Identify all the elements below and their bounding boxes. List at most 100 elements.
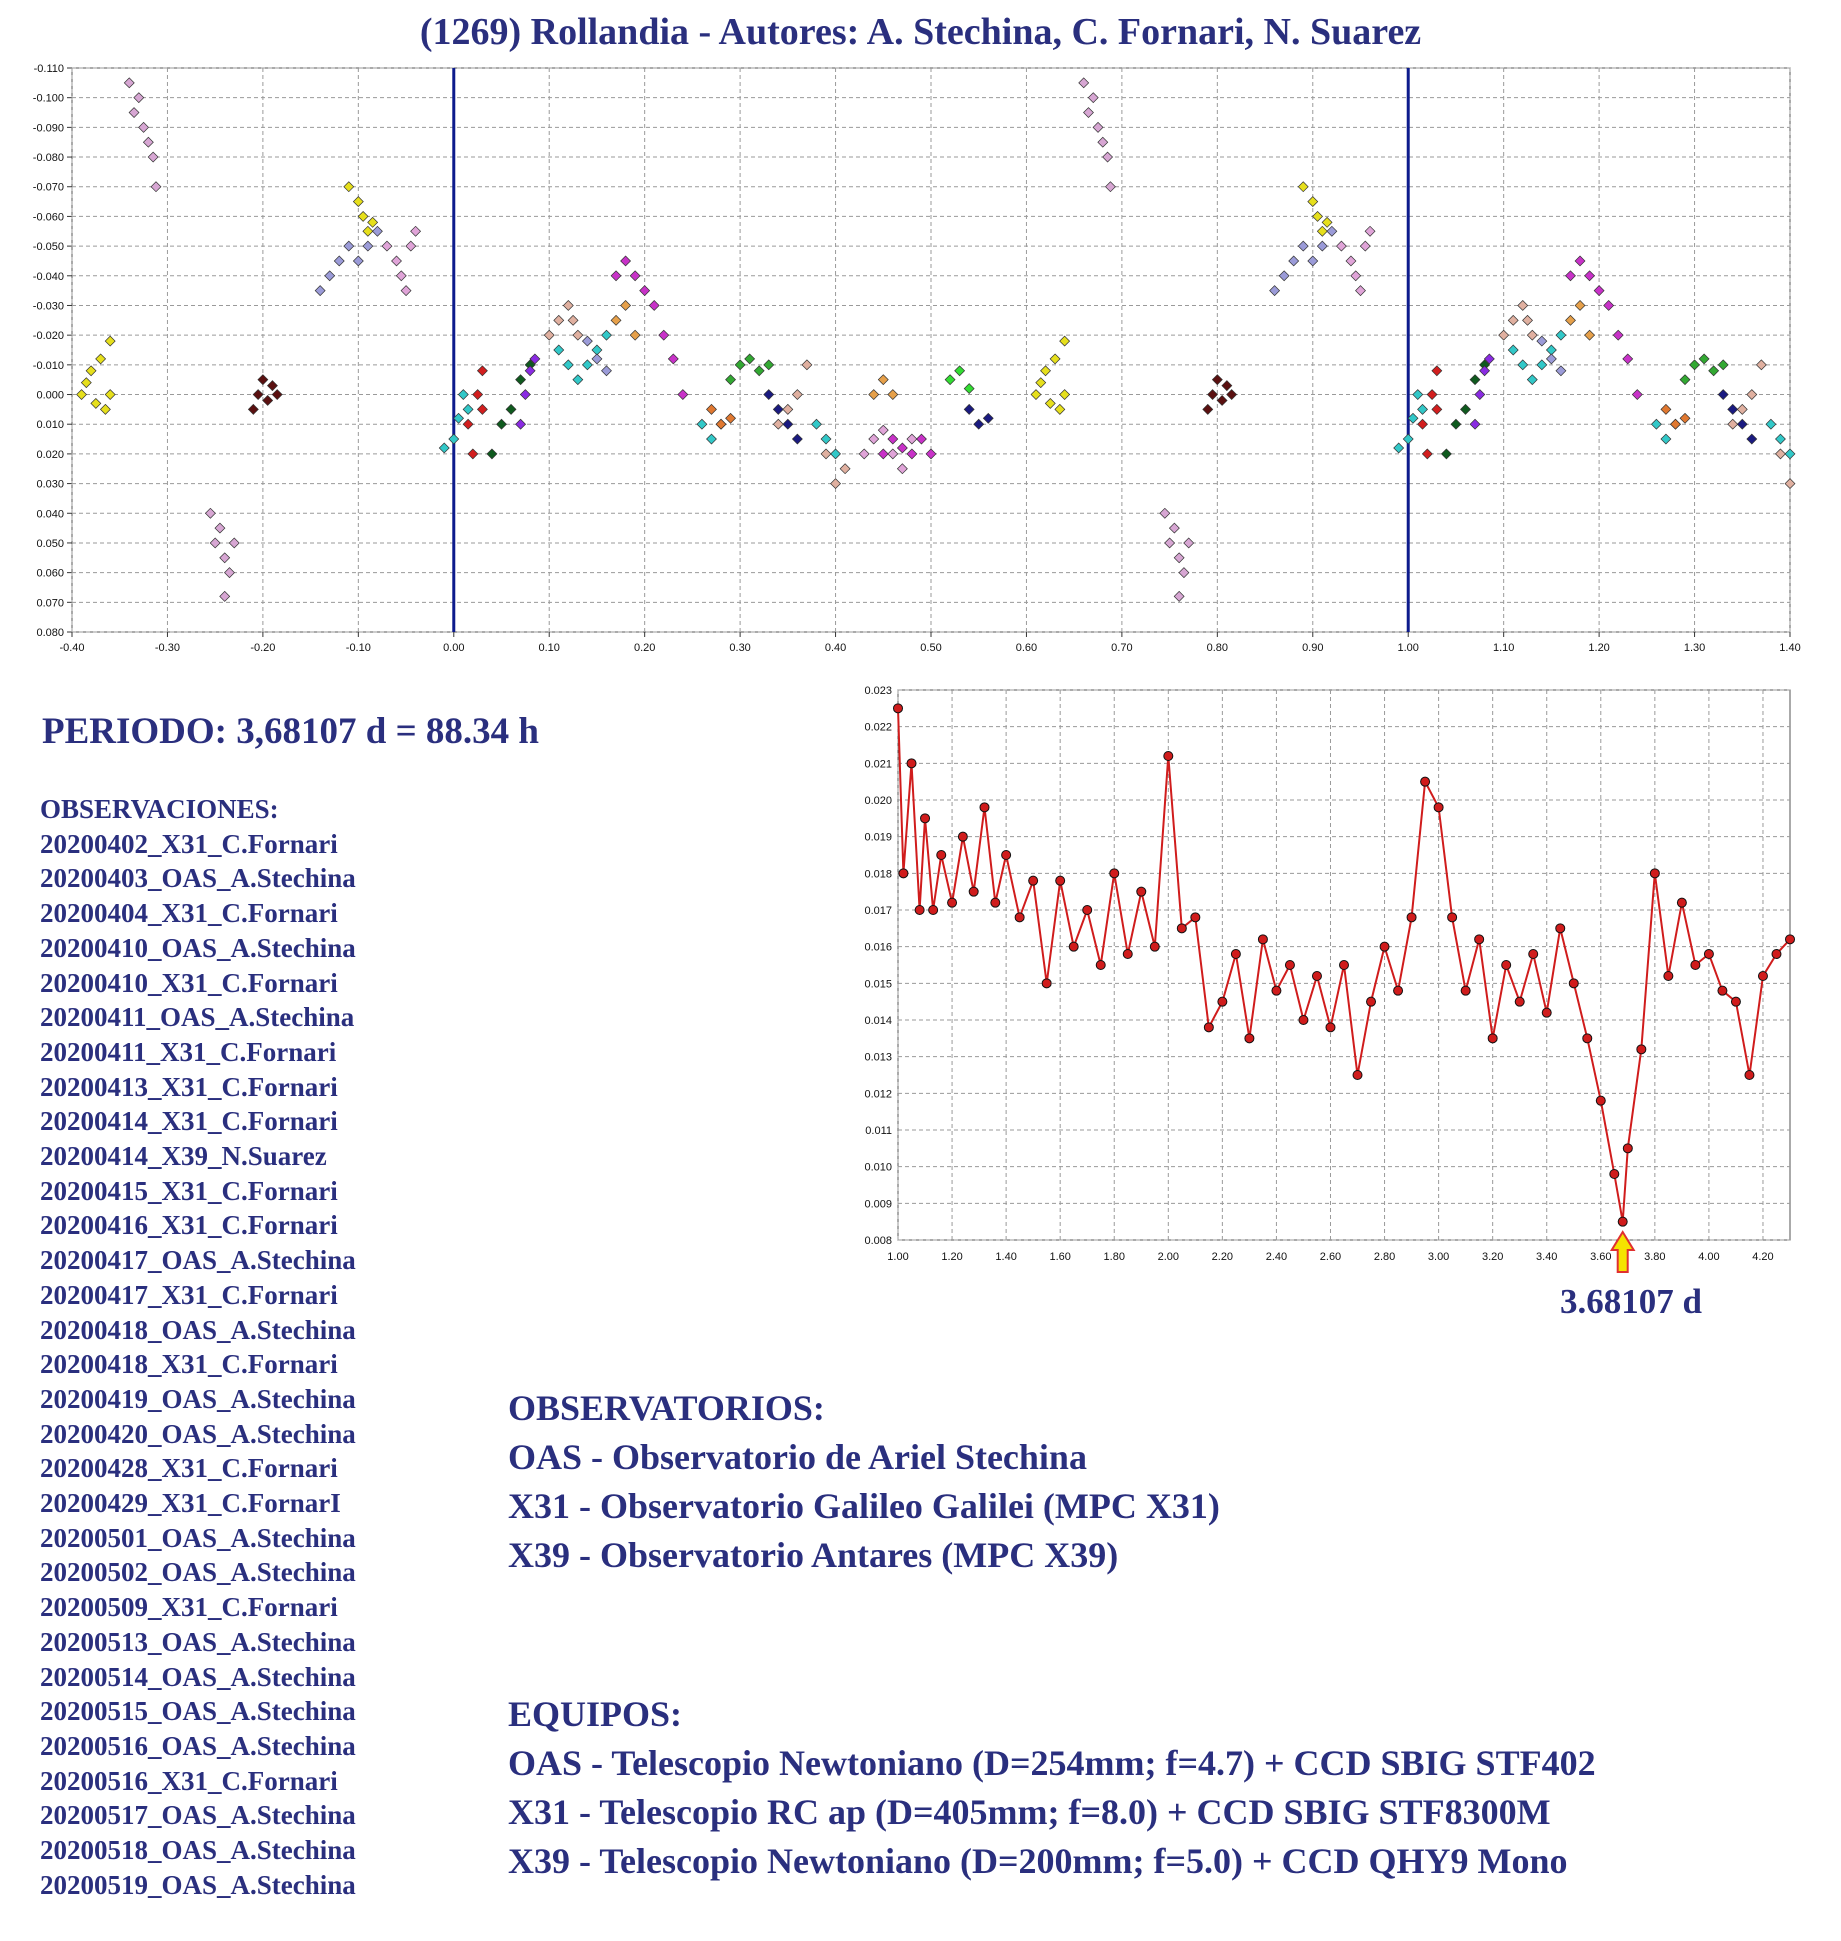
data-point bbox=[1055, 875, 1066, 886]
data-point bbox=[453, 412, 464, 424]
data-point bbox=[266, 380, 278, 392]
data-point bbox=[271, 389, 283, 400]
data-point bbox=[610, 270, 622, 282]
data-point bbox=[744, 353, 756, 365]
y-tick-label: 0.015 bbox=[864, 978, 892, 990]
data-point bbox=[362, 225, 374, 237]
x-tick-label: 0.60 bbox=[1016, 642, 1037, 654]
data-point bbox=[1536, 335, 1548, 347]
observation-item: 20200411_OAS_A.Stechina bbox=[40, 1002, 355, 1033]
data-point bbox=[1663, 971, 1674, 981]
observation-item: 20200428_X31_C.Fornari bbox=[40, 1453, 338, 1484]
data-point bbox=[801, 359, 813, 371]
data-point bbox=[1406, 912, 1417, 923]
x-tick-label: 2.60 bbox=[1320, 1251, 1341, 1263]
observation-item: 20200519_OAS_A.Stechina bbox=[40, 1869, 356, 1900]
data-point bbox=[476, 365, 488, 377]
data-point bbox=[1514, 996, 1525, 1007]
data-point bbox=[791, 389, 803, 400]
data-point bbox=[123, 77, 135, 89]
observation-item: 20200402_X31_C.Fornari bbox=[40, 828, 338, 859]
observation-item: 20200418_OAS_A.Stechina bbox=[40, 1314, 356, 1345]
data-point bbox=[1288, 255, 1300, 267]
data-point bbox=[1727, 403, 1739, 415]
data-point bbox=[381, 240, 393, 252]
data-point bbox=[1311, 971, 1322, 981]
data-point bbox=[1584, 329, 1596, 341]
observation-item: 20200513_OAS_A.Stechina bbox=[40, 1626, 356, 1657]
x-tick-label: 1.00 bbox=[1398, 642, 1419, 654]
data-point bbox=[1536, 359, 1548, 371]
data-point bbox=[920, 813, 931, 824]
data-point bbox=[1109, 868, 1120, 879]
data-point bbox=[1784, 448, 1796, 460]
data-point bbox=[1507, 344, 1519, 356]
data-point bbox=[1679, 374, 1691, 386]
data-point bbox=[906, 758, 917, 769]
data-point bbox=[1168, 522, 1180, 534]
data-point bbox=[457, 389, 469, 400]
data-point bbox=[1326, 225, 1338, 237]
x-tick-label: 3.20 bbox=[1482, 1251, 1503, 1263]
data-point bbox=[1001, 850, 1012, 860]
data-point bbox=[1698, 353, 1710, 365]
data-point bbox=[1321, 216, 1333, 228]
data-point bbox=[150, 181, 162, 193]
data-point bbox=[1450, 418, 1462, 430]
data-point bbox=[247, 403, 259, 415]
x-tick-label: 0.50 bbox=[920, 642, 941, 654]
data-point bbox=[1345, 255, 1357, 267]
data-point bbox=[104, 335, 116, 347]
data-point bbox=[877, 424, 889, 436]
data-point bbox=[1217, 996, 1228, 1007]
data-point bbox=[400, 285, 412, 297]
data-point bbox=[1708, 365, 1720, 377]
data-point bbox=[968, 886, 979, 897]
data-point bbox=[914, 905, 925, 915]
observation-item: 20200509_X31_C.Fornari bbox=[40, 1592, 338, 1623]
data-point bbox=[898, 868, 909, 879]
data-point bbox=[567, 314, 579, 326]
data-point bbox=[1603, 300, 1615, 311]
x-tick-label: 3.00 bbox=[1428, 1251, 1449, 1263]
data-point bbox=[782, 418, 794, 430]
data-point bbox=[410, 225, 422, 237]
data-point bbox=[706, 433, 717, 445]
data-point bbox=[486, 448, 498, 460]
x-tick-label: 1.60 bbox=[1049, 1251, 1070, 1263]
data-point bbox=[639, 285, 651, 297]
data-point bbox=[224, 567, 235, 579]
data-point bbox=[658, 329, 670, 341]
data-point bbox=[1528, 949, 1539, 959]
x-tick-label: 3.60 bbox=[1590, 1251, 1611, 1263]
x-tick-label: 0.00 bbox=[443, 642, 464, 654]
y-tick-label: 0.030 bbox=[36, 479, 64, 491]
data-point bbox=[1785, 934, 1795, 945]
y-tick-label: 0.020 bbox=[36, 449, 64, 461]
data-point bbox=[1479, 365, 1491, 377]
data-point bbox=[147, 151, 159, 163]
x-tick-label: 4.00 bbox=[1698, 1251, 1719, 1263]
data-point bbox=[90, 397, 102, 409]
data-point bbox=[620, 255, 632, 267]
data-point bbox=[543, 329, 555, 341]
equipment-section: EQUIPOS: OAS - Telescopio Newtoniano (D=… bbox=[508, 1690, 1596, 1886]
data-point bbox=[1676, 897, 1687, 908]
x-tick-label: 3.40 bbox=[1536, 1251, 1557, 1263]
data-point bbox=[1565, 270, 1576, 282]
data-point bbox=[1417, 403, 1428, 415]
data-point bbox=[1541, 1007, 1552, 1018]
data-point bbox=[1775, 433, 1786, 445]
data-point bbox=[515, 418, 527, 430]
observation-item: 20200517_OAS_A.Stechina bbox=[40, 1800, 356, 1831]
data-point bbox=[448, 433, 460, 445]
data-point bbox=[562, 300, 574, 311]
data-point bbox=[1178, 567, 1190, 579]
x-tick-label: 1.30 bbox=[1684, 642, 1705, 654]
equipment-heading: EQUIPOS: bbox=[508, 1694, 683, 1734]
data-point bbox=[715, 418, 727, 430]
y-tick-label: 0.021 bbox=[864, 758, 892, 770]
observatories-heading: OBSERVATORIOS: bbox=[508, 1388, 825, 1428]
data-point bbox=[104, 389, 116, 400]
data-point bbox=[1355, 285, 1366, 297]
